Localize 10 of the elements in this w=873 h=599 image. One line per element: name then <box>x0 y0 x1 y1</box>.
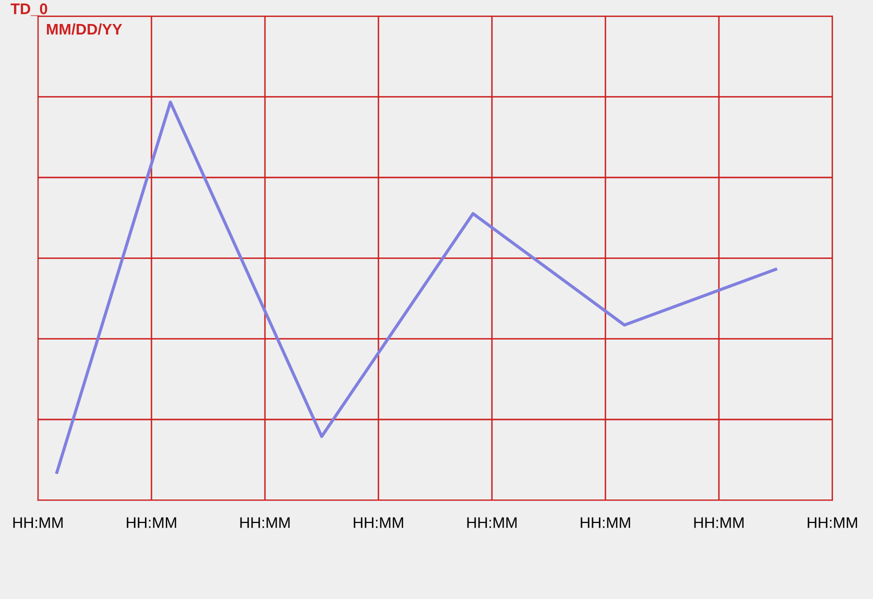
x-tick-label: HH:MM <box>808 517 858 528</box>
x-tick-label: HH:MM <box>354 517 404 528</box>
x-tick-label: HH:MM <box>126 517 176 528</box>
text: TD_0 <box>10 3 48 16</box>
x-tick-label: HH:MM <box>580 517 630 528</box>
x-tick-label: HH:MM <box>467 517 517 528</box>
x-tick-label: HH:MM <box>694 517 744 528</box>
chart-title: MM/DD/YY <box>46 23 122 35</box>
x-tick-label: HH:MM <box>13 517 63 528</box>
x-tick-label: HH:MM <box>240 517 290 528</box>
